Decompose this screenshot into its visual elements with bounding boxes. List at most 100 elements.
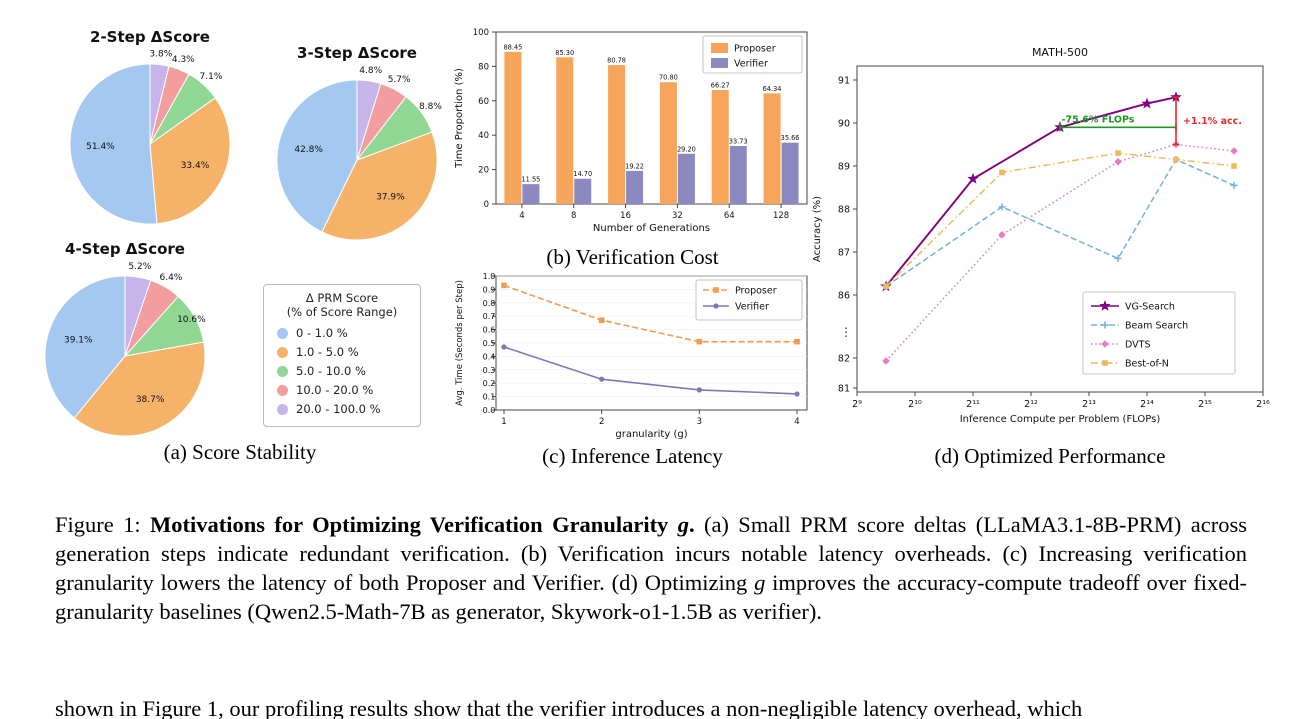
svg-text:MATH-500: MATH-500 (1032, 46, 1088, 59)
svg-text:14.70: 14.70 (573, 170, 592, 178)
figure-caption-segment: . (688, 512, 704, 537)
svg-text:39.1%: 39.1% (64, 335, 93, 345)
pie-legend-entry: 1.0 - 5.0 % (264, 343, 420, 362)
inference-latency-chart: 0.0 0.1 0.2 0.3 0.4 0.5 0.6 0.7 0.8 0.9 1.0 1 2 3 4 gra… (455, 272, 808, 440)
legend-color-dot-icon (277, 384, 288, 396)
svg-text:86: 86 (838, 291, 850, 302)
svg-text:Accuracy (%): Accuracy (%) (812, 196, 823, 262)
pie-3step-chart: 42.8% 37.9% 8.8% 5.7% 4.8% (276, 66, 442, 241)
svg-text:0.0: 0.0 (483, 406, 496, 415)
svg-text:66.27: 66.27 (711, 82, 730, 90)
svg-text:80.78: 80.78 (607, 57, 626, 65)
svg-text:51.4%: 51.4% (86, 142, 115, 152)
svg-text:81: 81 (838, 384, 850, 395)
svg-text:0.7: 0.7 (483, 312, 496, 321)
svg-text:10.6%: 10.6% (177, 315, 206, 325)
pie-legend-entry-label: 1.0 - 5.0 % (296, 345, 359, 360)
svg-text:2¹⁵: 2¹⁵ (1198, 399, 1212, 410)
pie-legend-title: Δ PRM Score (% of Score Range) (264, 291, 420, 320)
svg-text:87: 87 (838, 248, 850, 259)
svg-text:8: 8 (571, 211, 576, 221)
svg-text:4: 4 (519, 211, 524, 221)
svg-text:32: 32 (672, 211, 683, 221)
pie-legend-title-line2: (% of Score Range) (286, 305, 398, 320)
svg-text:2⁹: 2⁹ (852, 399, 862, 410)
svg-text:4.8%: 4.8% (359, 66, 382, 76)
caption-a: (a) Score Stability (163, 440, 317, 464)
svg-text:11.55: 11.55 (521, 176, 540, 184)
svg-text:8.8%: 8.8% (419, 102, 442, 112)
svg-text:⋮: ⋮ (840, 325, 852, 339)
svg-text:2¹³: 2¹³ (1082, 399, 1096, 410)
svg-text:2¹⁰: 2¹⁰ (908, 399, 922, 410)
svg-text:37.9%: 37.9% (376, 193, 405, 203)
figure-caption-segment: g (677, 512, 689, 537)
svg-text:Time Proportion (%): Time Proportion (%) (454, 68, 465, 169)
svg-text:Inference Compute per Problem: Inference Compute per Problem (FLOPs) (960, 414, 1161, 425)
svg-text:35.66: 35.66 (781, 134, 800, 142)
svg-text:0.5: 0.5 (483, 339, 496, 348)
pie-3step-block: 3-Step ΔScore 42.8% 37.9% 8.8% 5.7% 4.8% (252, 44, 462, 258)
body-text-partial: shown in Figure 1, our profiling results… (55, 696, 1083, 719)
pie-legend-title-line1: Δ PRM Score (305, 291, 379, 305)
svg-text:0.6: 0.6 (483, 326, 496, 335)
svg-text:Verifier: Verifier (735, 302, 769, 313)
svg-text:6.4%: 6.4% (159, 273, 182, 283)
svg-text:128: 128 (773, 211, 789, 221)
figure-caption-segment: (a) Small PRM score deltas (LLaMA3.1-8B-… (55, 512, 1248, 595)
legend-color-dot-icon (277, 403, 288, 415)
svg-text:Avg. Time (Seconds per Step): Avg. Time (Seconds per Step) (455, 280, 465, 406)
figure-caption-segment: improves the accuracy-compute tradeoff o… (55, 570, 1247, 624)
pie-legend-entry-label: 10.0 - 20.0 % (296, 383, 374, 398)
caption-c: (c) Inference Latency (542, 444, 723, 468)
svg-text:Number of Generations: Number of Generations (593, 223, 710, 234)
pie-4step-title: 4-Step ΔScore (65, 240, 185, 258)
svg-text:70.80: 70.80 (659, 74, 678, 82)
pie-2step-title: 2-Step ΔScore (90, 28, 210, 46)
svg-text:3: 3 (697, 417, 702, 427)
svg-text:4: 4 (794, 417, 799, 427)
svg-text:+1.1% acc.: +1.1% acc. (1183, 116, 1242, 127)
svg-text:2: 2 (599, 417, 604, 427)
svg-text:0.2: 0.2 (483, 379, 496, 388)
pie-4step-chart: 39.1% 38.7% 10.6% 6.4% 5.2% (44, 262, 206, 437)
svg-text:88: 88 (838, 205, 850, 216)
figure-caption: Figure 1: Motivations for Optimizing Ver… (55, 510, 1247, 626)
svg-text:Best-of-N: Best-of-N (1125, 359, 1169, 370)
svg-text:19.22: 19.22 (625, 162, 644, 170)
pie-legend-entry-label: 0 - 1.0 % (296, 326, 348, 341)
optimized-performance-chart: MATH-500 86 87 88 89 90 91 81 82 ⋮ 2⁹ 2¹⁰ 2¹¹ 2¹² 2¹³ 2… (812, 46, 1270, 425)
svg-text:1.0: 1.0 (483, 272, 496, 281)
pie-2step-chart: 51.4% 33.4% 7.1% 4.3%3.8% (69, 49, 231, 225)
pie-legend-entry-label: 5.0 - 10.0 % (296, 364, 366, 379)
svg-text:64.34: 64.34 (763, 85, 782, 93)
figure-caption-segment: g (754, 570, 766, 595)
svg-text:0.1: 0.1 (483, 393, 496, 402)
legend-color-dot-icon (277, 365, 288, 377)
pie-legend-entry-label: 20.0 - 100.0 % (296, 402, 381, 417)
svg-text:granularity (g): granularity (g) (615, 429, 687, 440)
figure-caption-segment: Motivations for Optimizing Verification … (150, 512, 678, 537)
svg-text:29.20: 29.20 (677, 145, 696, 153)
svg-text:0.4: 0.4 (483, 352, 496, 361)
verification-cost-chart: 0 20 40 60 80 100 4 88.45 11.55 8 85.30 14.70 16 80.7… (454, 28, 808, 234)
svg-text:0.8: 0.8 (483, 299, 496, 308)
pie-4step-block: 4-Step ΔScore 39.1% 38.7% 10.6% 6.4% 5.2% (20, 240, 230, 454)
svg-text:90: 90 (838, 119, 850, 130)
svg-text:3.8%: 3.8% (149, 49, 172, 59)
svg-text:60: 60 (478, 97, 489, 107)
figure-caption-segment: Figure 1: (55, 512, 150, 537)
svg-text:91: 91 (838, 76, 850, 87)
svg-text:5.2%: 5.2% (128, 262, 151, 272)
svg-text:2¹¹: 2¹¹ (966, 399, 980, 410)
svg-text:2¹²: 2¹² (1024, 399, 1038, 410)
caption-b: (b) Verification Cost (546, 245, 719, 269)
pie-legend-entries: 0 - 1.0 % 1.0 - 5.0 % 5.0 - 10.0 % 10.0 - 2… (264, 324, 420, 419)
pie-legend-entry: 10.0 - 20.0 % (264, 381, 420, 400)
svg-text:100: 100 (473, 28, 489, 38)
svg-text:85.30: 85.30 (555, 49, 574, 57)
svg-text:33.4%: 33.4% (181, 161, 210, 171)
svg-text:16: 16 (620, 211, 631, 221)
svg-text:Proposer: Proposer (734, 44, 776, 55)
svg-text:88.45: 88.45 (503, 43, 522, 51)
